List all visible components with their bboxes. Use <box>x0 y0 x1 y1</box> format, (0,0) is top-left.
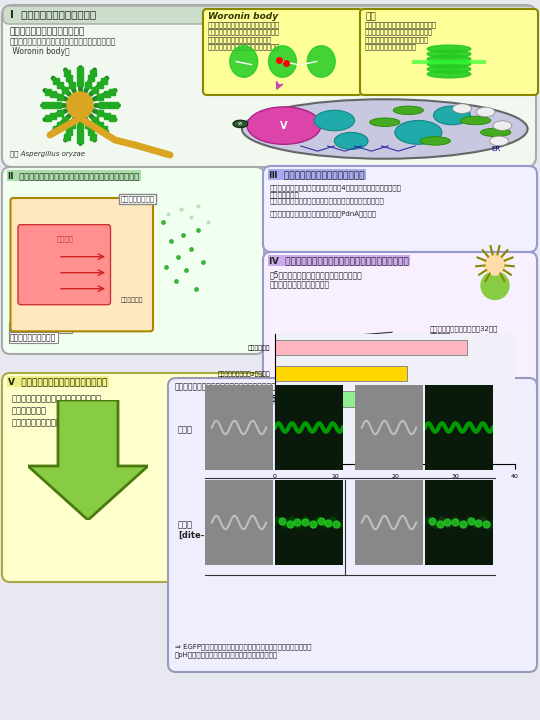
Text: フグタンパク質: フグタンパク質 <box>12 406 47 415</box>
Text: 液胞: 液胞 <box>365 12 376 21</box>
Text: pH 8.0: pH 8.0 <box>394 395 427 404</box>
Text: Ⅱ  糸状菌の固体培養環境下でのタンパク質生産制御機構: Ⅱ 糸状菌の固体培養環境下でのタンパク質生産制御機構 <box>8 171 139 180</box>
FancyBboxPatch shape <box>2 167 264 354</box>
Circle shape <box>67 92 93 118</box>
FancyBboxPatch shape <box>3 6 535 24</box>
Text: ・転写制御因子の解析: ・転写制御因子の解析 <box>10 333 56 342</box>
Text: Ⅳ  異種タンパク質生産のためのスーパー糸状菌の育種: Ⅳ 異種タンパク質生産のためのスーパー糸状菌の育種 <box>269 256 409 265</box>
Text: ・発現制御可能な菌類プロモーター（PdnA）の解析: ・発現制御可能な菌類プロモーター（PdnA）の解析 <box>270 210 377 217</box>
Text: 未発見において最も大きなオルガネラ。
様々な生育段階（低字期、菌糸成長、
分生子形成）における液胞（膜）の
特異的な動態を可視化した。: 未発見において最も大きなオルガネラ。 様々な生育段階（低字期、菌糸成長、 分生子… <box>365 21 437 50</box>
Text: ヒトリゾチームの生産量が32倍に
増加した。: ヒトリゾチームの生産量が32倍に 増加した。 <box>430 325 498 339</box>
Text: 野生株: 野生株 <box>178 426 193 434</box>
Text: ・細胞タンパク質を培地中に分泌生産する変実株の取得: ・細胞タンパク質を培地中に分泌生産する変実株の取得 <box>175 382 291 391</box>
Text: Ⅰ  糸状菌の細胞生物学的解析: Ⅰ 糸状菌の細胞生物学的解析 <box>10 9 96 19</box>
FancyBboxPatch shape <box>263 252 537 474</box>
Text: 未発見特異的なオルガネラ（赤）。隔の
細胞に液漏が広わるのを防ぐために、隔
壁（膜）の孔をふさぐ填干タンパク
質を用いて未発見で初めて可視化した。: 未発見特異的なオルガネラ（赤）。隔の 細胞に液漏が広わるのを防ぐために、隔 壁（… <box>208 21 280 50</box>
FancyBboxPatch shape <box>263 166 537 252</box>
Text: ・糸状菌向きの高速かつ効率な発現プラスミド作製法の確立: ・糸状菌向きの高速かつ効率な発現プラスミド作製法の確立 <box>270 197 384 204</box>
Text: 変異株
[dite-14]: 変異株 [dite-14] <box>178 521 220 540</box>
Text: Ⅲ  糸状菌の分子生物学的基盤の整備: Ⅲ 糸状菌の分子生物学的基盤の整備 <box>269 170 365 179</box>
Text: （パフレクダン、インターロイキン）: （パフレクダン、インターロイキン） <box>12 418 97 427</box>
Text: Woronin body: Woronin body <box>208 12 278 21</box>
Text: （小胞体、ゴルジ体、液胞、核、ミトコンドリア、
 Woronin body）: （小胞体、ゴルジ体、液胞、核、ミトコンドリア、 Woronin body） <box>10 37 117 56</box>
Text: pH 5.5: pH 5.5 <box>244 395 276 404</box>
Text: ・5種類のプロテアーゼ遺伝子破壊株の育種
　および高分泌変実株の取得: ・5種類のプロテアーゼ遺伝子破壊株の育種 および高分泌変実株の取得 <box>270 270 363 289</box>
FancyBboxPatch shape <box>360 9 538 95</box>
Text: ⇒ EGFPと融合した液胞タンパク質が液胞に局在せずに分泌され、
　pH依存的に菌糸や液胞の形態変化が観察された。: ⇒ EGFPと融合した液胞タンパク質が液胞に局在せずに分泌され、 pH依存的に菌… <box>175 644 312 658</box>
Text: ・トランスクリプトーム解析: ・トランスクリプトーム解析 <box>10 323 70 332</box>
Text: 麹菌 Aspergillus oryzae: 麹菌 Aspergillus oryzae <box>10 150 85 157</box>
FancyBboxPatch shape <box>203 9 362 95</box>
Text: オルガネラの可視化と局面解析: オルガネラの可視化と局面解析 <box>10 27 85 36</box>
Text: ヒトリゾチーム、筋肉収縮タンパク質、: ヒトリゾチーム、筋肉収縮タンパク質、 <box>12 394 102 403</box>
FancyBboxPatch shape <box>168 378 537 672</box>
FancyBboxPatch shape <box>2 373 264 582</box>
Text: Ⅴ  糸状菌による異種タンパク質の生産: Ⅴ 糸状菌による異種タンパク質の生産 <box>8 377 107 386</box>
Text: ・糸状菌の高機能ベクター系の構築（4種蛍光発光色素の育量とベク
　ターの選択）: ・糸状菌の高機能ベクター系の構築（4種蛍光発光色素の育量とベク ターの選択） <box>270 184 402 198</box>
FancyBboxPatch shape <box>2 5 536 167</box>
